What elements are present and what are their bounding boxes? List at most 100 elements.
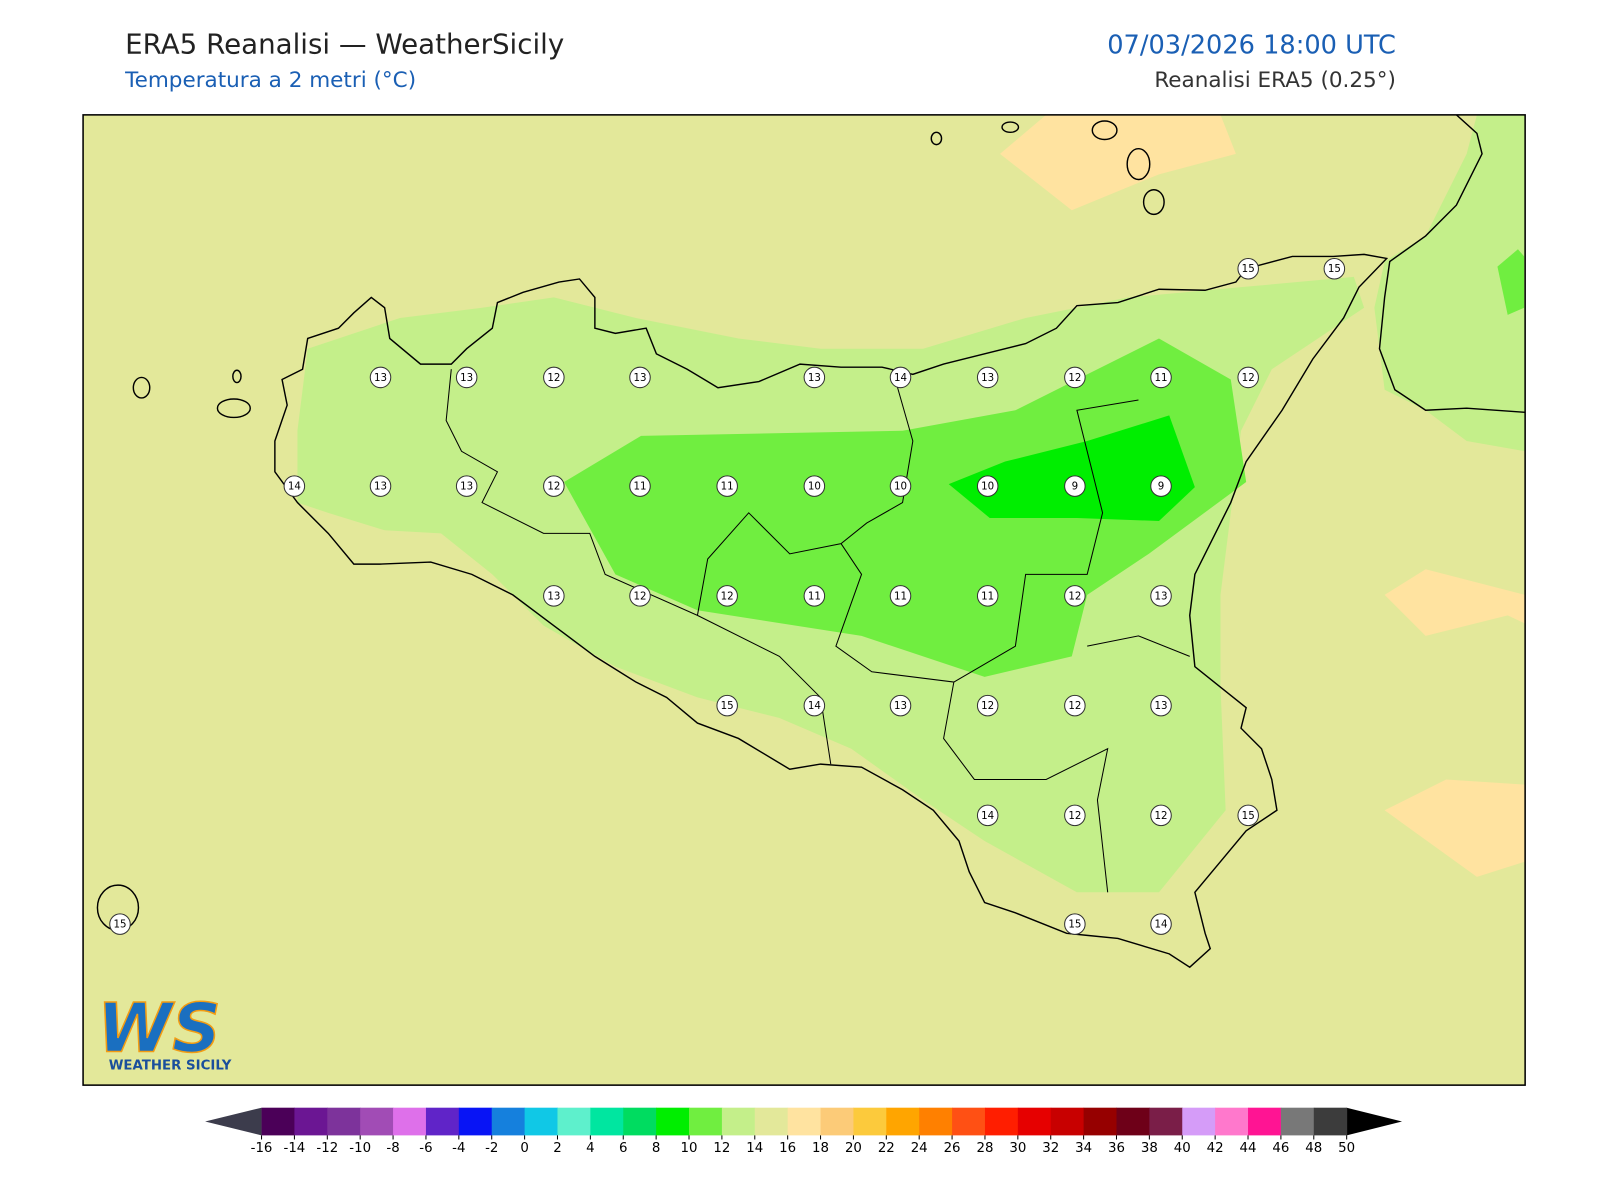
station-marker bbox=[369, 366, 392, 389]
station-value: 15 bbox=[1068, 919, 1081, 931]
colorbar-box bbox=[1280, 1107, 1315, 1136]
station-marker bbox=[1237, 257, 1259, 280]
colorbar-tick-label: 20 bbox=[845, 1141, 862, 1156]
station-marker bbox=[889, 585, 912, 607]
station-value: 13 bbox=[1155, 700, 1168, 712]
station-marker bbox=[455, 366, 478, 389]
colorbar-box bbox=[1017, 1107, 1052, 1136]
colorbar-box bbox=[1313, 1107, 1348, 1136]
station-value: 14 bbox=[288, 481, 301, 493]
station-value: 15 bbox=[113, 919, 126, 931]
colorbar-tick-label: -6 bbox=[419, 1141, 432, 1156]
colorbar-tick-label: 22 bbox=[878, 1141, 895, 1156]
colorbar-box bbox=[524, 1107, 558, 1136]
contour-region bbox=[1384, 779, 1526, 877]
colorbar-tick-label: 44 bbox=[1240, 1141, 1257, 1156]
colorbar-box bbox=[1116, 1107, 1150, 1136]
colorbar-tick-label: 12 bbox=[713, 1141, 730, 1156]
station-marker bbox=[716, 585, 738, 607]
colorbar-tick-label: 34 bbox=[1075, 1141, 1092, 1156]
station-value: 12 bbox=[1068, 372, 1081, 384]
station-value: 12 bbox=[547, 372, 560, 384]
colorbar-box bbox=[360, 1107, 394, 1136]
station-marker bbox=[109, 913, 131, 935]
station-marker bbox=[1323, 257, 1346, 280]
station-value: 10 bbox=[981, 481, 994, 493]
station-value: 15 bbox=[1242, 810, 1255, 822]
province-borders bbox=[445, 369, 1190, 893]
station-value: 12 bbox=[547, 481, 560, 493]
station-value: 11 bbox=[721, 481, 734, 493]
colorbar-under bbox=[205, 1107, 262, 1136]
station-marker bbox=[1150, 585, 1172, 607]
station-marker bbox=[1150, 804, 1172, 827]
colorbar-box bbox=[458, 1107, 493, 1136]
colorbar-box bbox=[327, 1107, 361, 1136]
station-value: 13 bbox=[460, 481, 473, 493]
colorbar-tick-label: 36 bbox=[1108, 1141, 1125, 1156]
station-marker bbox=[889, 475, 912, 497]
colorbar-box bbox=[689, 1107, 723, 1136]
station-value: 13 bbox=[547, 590, 560, 602]
station-marker bbox=[803, 475, 826, 497]
colorbar-box bbox=[787, 1107, 822, 1136]
station-value: 12 bbox=[721, 590, 734, 602]
sicily-coast bbox=[274, 253, 1389, 969]
contour-region bbox=[948, 415, 1195, 522]
station-value: 13 bbox=[981, 372, 994, 384]
station-value: 11 bbox=[981, 590, 994, 602]
station-value: 14 bbox=[808, 700, 821, 712]
colorbar-tick-label: -10 bbox=[349, 1141, 371, 1156]
subtitle: Temperatura a 2 metri (°C) bbox=[124, 68, 416, 93]
colorbar-tick-label: -16 bbox=[251, 1141, 273, 1156]
station-marker bbox=[803, 585, 826, 607]
colorbar-box bbox=[491, 1107, 526, 1136]
colorbar-tick-label: 32 bbox=[1042, 1141, 1059, 1156]
colorbar-box bbox=[656, 1107, 690, 1136]
station-value: 15 bbox=[721, 700, 734, 712]
colorbar-box bbox=[1182, 1107, 1216, 1136]
colorbar-over bbox=[1346, 1107, 1403, 1136]
station-value: 11 bbox=[894, 590, 907, 602]
colorbar-box bbox=[393, 1107, 427, 1136]
colorbar-tick-label: 8 bbox=[652, 1141, 660, 1156]
station-marker bbox=[1237, 366, 1259, 389]
station-marker bbox=[976, 804, 999, 827]
colorbar: -16 -14 -12 -10 -8 -6 -4 -2 0 2 4 6 8 10 12 14 16 18 20 22 2… bbox=[205, 1107, 1403, 1156]
station-marker bbox=[1064, 475, 1086, 497]
colorbar-box bbox=[984, 1107, 1019, 1136]
colorbar-tick-label: 14 bbox=[746, 1141, 763, 1156]
colorbar-tick-label: 2 bbox=[553, 1141, 561, 1156]
station-value: 11 bbox=[1155, 372, 1168, 384]
colorbar-box bbox=[1083, 1107, 1118, 1136]
station-value: 14 bbox=[894, 372, 907, 384]
colorbar-tick-label: 16 bbox=[779, 1141, 796, 1156]
contour-region bbox=[1374, 114, 1526, 452]
colorbar-box bbox=[721, 1107, 756, 1136]
station-marker bbox=[629, 585, 651, 607]
station-value: 11 bbox=[633, 481, 646, 493]
colorbar-tick-label: -4 bbox=[452, 1141, 465, 1156]
station-marker bbox=[1150, 913, 1172, 935]
logo-letters: WS bbox=[97, 988, 220, 1067]
station-marker bbox=[283, 475, 306, 497]
colorbar-tick-label: 28 bbox=[976, 1141, 993, 1156]
station-marker bbox=[629, 366, 651, 389]
colorbar-tick-label: 50 bbox=[1338, 1141, 1355, 1156]
station-marker bbox=[1150, 694, 1172, 717]
contour-region bbox=[1000, 114, 1236, 211]
station-value: 15 bbox=[1328, 263, 1341, 275]
station-value: 9 bbox=[1158, 481, 1165, 493]
colorbar-box bbox=[261, 1107, 295, 1136]
station-value: 12 bbox=[633, 590, 646, 602]
station-marker bbox=[455, 475, 478, 497]
station-value: 10 bbox=[808, 481, 821, 493]
station-value: 14 bbox=[981, 810, 994, 822]
colorbar-box bbox=[820, 1107, 854, 1136]
logo-name: WEATHER SICILY bbox=[109, 1059, 232, 1074]
station-value: 12 bbox=[981, 700, 994, 712]
station-value: 11 bbox=[808, 590, 821, 602]
source: Reanalisi ERA5 (0.25°) bbox=[1154, 68, 1396, 93]
